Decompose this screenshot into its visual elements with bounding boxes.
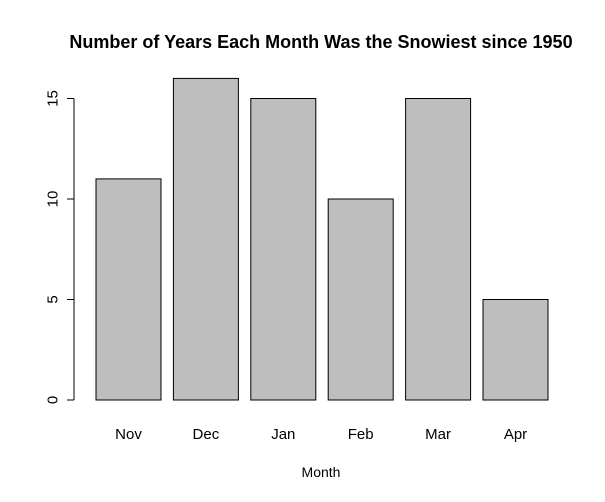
y-tick-label: 0 [45, 396, 62, 404]
x-axis-label: Month [302, 464, 341, 480]
x-tick-label-nov: Nov [115, 426, 142, 443]
y-tick-label: 15 [45, 90, 62, 107]
bars-group [95, 77, 549, 401]
x-tick-label-apr: Apr [504, 426, 527, 443]
chart-title: Number of Years Each Month Was the Snowi… [69, 32, 572, 52]
bar-mar [405, 98, 472, 401]
x-tick-label-jan: Jan [271, 426, 295, 443]
bar-dec [172, 77, 239, 401]
y-tick-label: 5 [45, 295, 62, 303]
bar-feb [327, 198, 394, 401]
bar-apr [482, 299, 549, 401]
x-tick-labels: Nov Dec Jan Feb Mar Apr [115, 426, 527, 443]
y-tick-label: 10 [45, 191, 62, 208]
y-axis: 0 5 10 15 [45, 90, 75, 404]
x-tick-label-dec: Dec [193, 426, 220, 443]
bar-nov [95, 178, 162, 401]
x-tick-label-feb: Feb [348, 426, 374, 443]
x-tick-label-mar: Mar [425, 426, 451, 443]
bar-jan [250, 98, 317, 401]
